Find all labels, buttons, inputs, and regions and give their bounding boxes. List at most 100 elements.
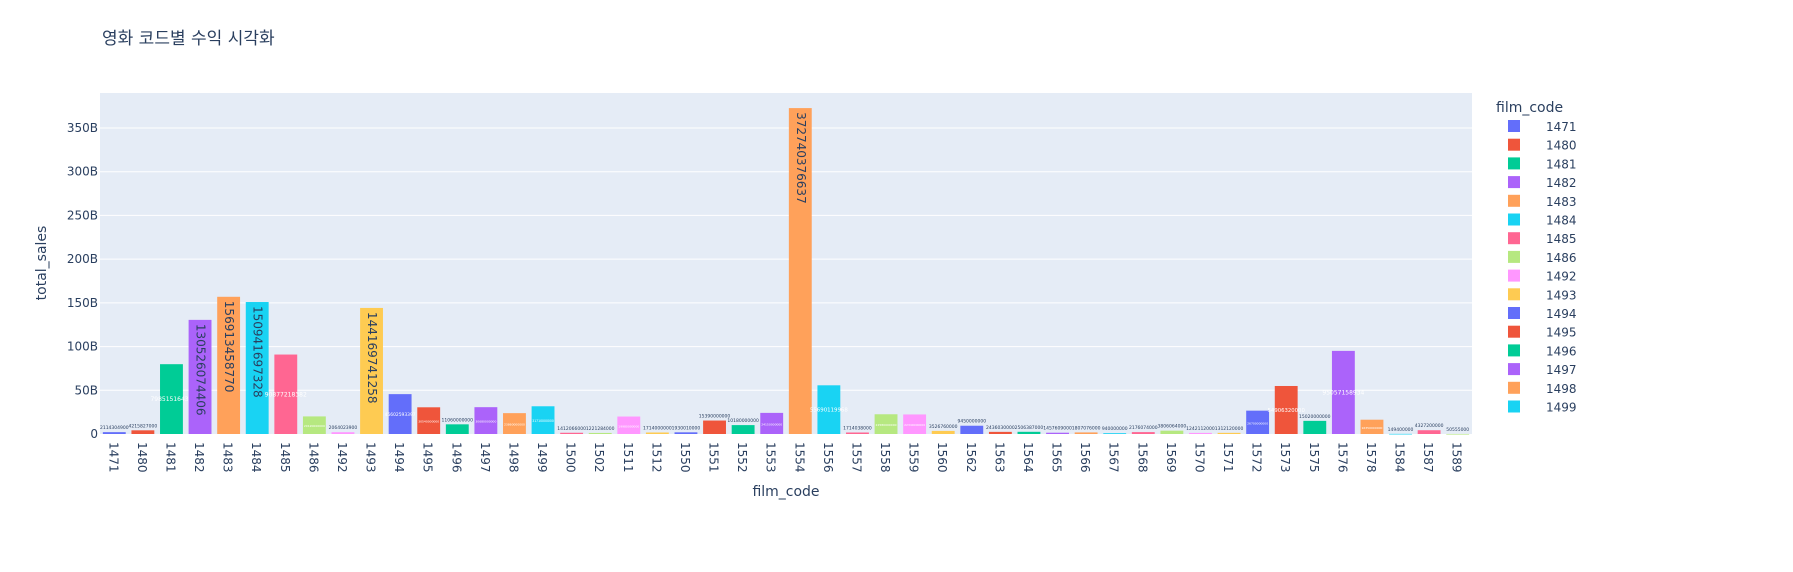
legend-item-1498[interactable]: 1498 <box>1508 381 1577 396</box>
y-axis-title: total_sales <box>34 226 50 301</box>
bar-1481 <box>160 364 183 434</box>
legend-item-1485[interactable]: 1485 <box>1508 232 1577 246</box>
legend-item-1483[interactable]: 1483 <box>1508 194 1577 209</box>
bar-1568 <box>1131 432 1155 434</box>
bar-value-label: 150941697328 <box>251 306 265 398</box>
x-tick-label: 1558 <box>878 442 892 473</box>
bar-1502 <box>588 432 612 434</box>
legend-item-1484[interactable]: 1484 <box>1508 213 1577 228</box>
x-axis-ticks: 1471 1480 1481 1482 1483 1484 1485 1486 1492 1493… <box>106 442 1463 473</box>
x-tick-label: 1480 <box>135 442 149 473</box>
x-axis-title: film_code <box>752 484 819 500</box>
bar-1560 <box>931 430 955 434</box>
legend-item-1493[interactable]: 1493 <box>1508 288 1577 302</box>
x-tick-label: 1563 <box>992 442 1006 473</box>
legend-swatch <box>1508 307 1520 319</box>
x-tick-label: 1512 <box>649 442 663 473</box>
bar-1485 <box>274 354 298 434</box>
bar-value-label: 149400000 <box>1388 427 1414 433</box>
bar-value-label: 1412066000 <box>557 426 586 432</box>
bar-value-label: 4215827000 <box>129 423 158 429</box>
bar-value-label: 10180000000 <box>727 418 759 424</box>
x-tick-label: 1578 <box>1364 442 1378 473</box>
legend-swatch <box>1508 120 1520 132</box>
bar-value-label: 2064023900 <box>329 425 358 431</box>
legend-label: 1493 <box>1546 288 1577 302</box>
x-tick-label: 1575 <box>1307 442 1321 473</box>
x-tick-label: 1511 <box>621 442 635 473</box>
bar-1587 <box>1417 430 1441 434</box>
legend-label: 1485 <box>1546 232 1577 246</box>
legend-item-1480[interactable]: 1480 <box>1508 138 1577 153</box>
bar-value-label: 54906320000 <box>1268 408 1306 414</box>
legend-swatch <box>1508 176 1520 189</box>
legend-label: 1497 <box>1546 363 1577 377</box>
x-tick-label: 1576 <box>1335 442 1349 473</box>
bar-1584 <box>1389 433 1412 435</box>
x-tick-label: 1493 <box>364 442 378 473</box>
x-tick-label: 1569 <box>1164 442 1178 473</box>
y-tick-label: 100B <box>67 340 98 354</box>
bar-value-label: 2506387000 <box>1015 425 1044 431</box>
bar-value-label: 372740376637 <box>794 112 808 204</box>
legend-item-1486[interactable]: 1486 <box>1508 250 1577 265</box>
y-tick-label: 200B <box>67 252 98 266</box>
legend-item-1492[interactable]: 1492 <box>1508 269 1577 284</box>
legend-item-1471[interactable]: 1471 <box>1508 120 1577 134</box>
bar-value-label: 2176074000 <box>1129 425 1158 431</box>
x-tick-label: 1502 <box>592 442 606 473</box>
bar-value-label: 15020000000 <box>1299 414 1331 420</box>
x-tick-label: 1557 <box>849 442 863 473</box>
bar-1576 <box>1331 350 1355 434</box>
bar-1557 <box>846 432 869 434</box>
bar-1483 <box>217 296 241 434</box>
legend-swatch <box>1508 288 1520 301</box>
legend-label: 1480 <box>1546 139 1577 153</box>
y-tick-label: 0 <box>90 427 98 441</box>
legend-swatch <box>1508 213 1520 226</box>
legend-swatch <box>1508 194 1520 207</box>
bar-1573 <box>1274 385 1298 434</box>
bar-1492 <box>331 432 355 434</box>
bar-value-label: 23860000000 <box>504 423 525 427</box>
legend-swatch <box>1508 344 1520 357</box>
legend-item-1481[interactable]: 1481 <box>1508 157 1577 171</box>
bar-value-label: 15390000000 <box>699 414 731 420</box>
legend-label: 1495 <box>1546 326 1577 340</box>
bar-value-label: 50555000 <box>1446 427 1469 433</box>
legend-item-1482[interactable]: 1482 <box>1508 176 1577 190</box>
bar-1566 <box>1074 432 1098 434</box>
bar-value-label: 1714038000 <box>843 426 872 432</box>
bar-1553 <box>760 412 784 434</box>
x-tick-label: 1564 <box>1021 442 1035 473</box>
x-tick-label: 1496 <box>449 442 463 473</box>
bar-value-label: 45602593397 <box>385 412 416 418</box>
bar-1511 <box>617 416 641 434</box>
legend-item-1497[interactable]: 1497 <box>1508 363 1577 377</box>
bar-1556 <box>817 385 841 434</box>
bar-1571 <box>1217 432 1241 434</box>
x-tick-label: 1498 <box>506 442 520 473</box>
x-tick-label: 1571 <box>1221 442 1235 473</box>
legend-item-1499[interactable]: 1499 <box>1508 400 1577 415</box>
bar-value-label: 90877218382 <box>265 391 307 398</box>
x-tick-label: 1492 <box>335 442 349 473</box>
y-axis-ticks: 0 50B 100B 150B 200B 250B 300B 350B <box>67 121 98 441</box>
bar-1471 <box>102 432 126 434</box>
legend-swatch <box>1508 138 1520 151</box>
legend-item-1494[interactable]: 1494 <box>1508 307 1577 321</box>
y-tick-label: 250B <box>67 208 98 222</box>
legend-swatch <box>1508 269 1520 282</box>
legend-item-1495[interactable]: 1495 <box>1508 325 1577 340</box>
x-tick-label: 1497 <box>478 442 492 473</box>
x-tick-label: 1565 <box>1050 442 1064 473</box>
legend-item-1496[interactable]: 1496 <box>1508 344 1577 358</box>
bar-value-label: 156913458770 <box>222 301 236 393</box>
bar-1565 <box>1046 432 1069 434</box>
bar-1498 <box>503 413 526 434</box>
x-tick-label: 1556 <box>821 442 835 473</box>
legend-swatch <box>1508 232 1520 245</box>
bar-value-label: 1930010000 <box>672 425 701 431</box>
legend-label: 1486 <box>1546 251 1577 265</box>
legend-label: 1499 <box>1546 401 1577 415</box>
